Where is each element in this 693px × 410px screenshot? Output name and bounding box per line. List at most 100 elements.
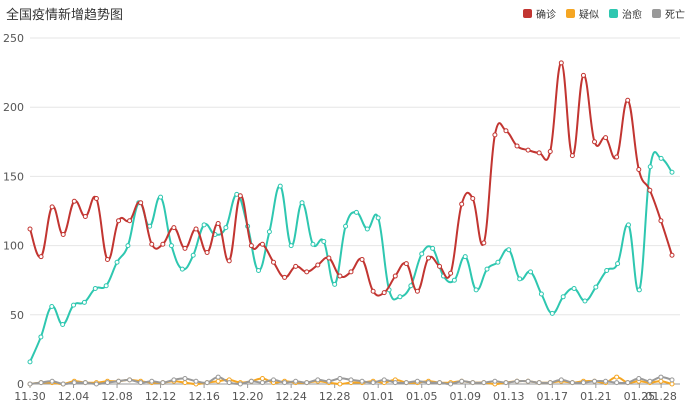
data-point [448, 381, 454, 387]
x-tick-label: 01.17 [537, 390, 569, 403]
data-point [158, 194, 164, 200]
data-point [138, 380, 144, 386]
series-line [29, 61, 673, 297]
legend-item[interactable]: 死亡 [652, 6, 685, 21]
data-point [538, 291, 544, 297]
data-point [669, 169, 675, 175]
chart-title: 全国疫情新增趋势图 [6, 8, 124, 23]
y-tick-label: 100 [3, 240, 24, 253]
data-point [647, 164, 653, 170]
data-point [193, 378, 199, 384]
data-point [304, 380, 310, 386]
data-point [425, 380, 431, 386]
x-tick-label: 01.21 [580, 390, 612, 403]
data-point [437, 263, 443, 269]
data-point [459, 201, 465, 207]
data-point [592, 378, 598, 384]
data-point [256, 268, 262, 274]
legend-item[interactable]: 治愈 [609, 6, 642, 21]
data-point [636, 166, 642, 172]
data-point [580, 72, 586, 78]
data-point [625, 97, 631, 103]
data-point [558, 60, 564, 66]
x-tick-label: 01.05 [406, 390, 438, 403]
data-point [359, 378, 365, 384]
data-point [116, 218, 122, 224]
data-point [658, 218, 664, 224]
data-point [364, 226, 370, 232]
data-point [92, 286, 98, 292]
data-point [81, 299, 87, 305]
legend-label: 死亡 [665, 10, 685, 21]
data-point [636, 287, 642, 293]
legend-label: 疑似 [579, 10, 599, 21]
data-point [271, 377, 277, 383]
data-point [473, 287, 479, 293]
data-point [560, 294, 566, 300]
data-point [448, 270, 454, 276]
data-point [248, 243, 254, 249]
data-point [603, 378, 609, 384]
x-tick-label: 12.16 [188, 390, 220, 403]
data-point [470, 196, 476, 202]
legend-swatch [566, 9, 575, 18]
data-point [60, 381, 66, 387]
data-point [125, 243, 131, 249]
data-point [204, 380, 210, 386]
data-point [27, 359, 33, 365]
legend-item[interactable]: 疑似 [566, 6, 599, 21]
data-point [582, 298, 588, 304]
data-point [547, 380, 553, 386]
data-point [536, 150, 542, 156]
data-point [484, 266, 490, 272]
x-tick-label: 12.08 [101, 390, 133, 403]
data-point [282, 380, 288, 386]
data-point [179, 266, 185, 272]
data-point [315, 377, 321, 383]
data-point [293, 378, 299, 384]
data-point [282, 274, 288, 280]
data-point [127, 377, 133, 383]
data-point [93, 381, 99, 387]
data-point [82, 380, 88, 386]
x-tick-label: 01.09 [450, 390, 482, 403]
data-point [481, 380, 487, 386]
data-point [193, 226, 199, 232]
x-tick-label: 12.20 [232, 390, 264, 403]
data-point [470, 380, 476, 386]
data-point [419, 251, 425, 257]
data-point [182, 245, 188, 251]
data-point [171, 225, 177, 231]
data-point [392, 380, 398, 386]
data-point [201, 222, 207, 228]
data-point [514, 378, 520, 384]
data-point [343, 223, 349, 229]
data-point [514, 143, 520, 149]
x-tick-label: 12.04 [58, 390, 90, 403]
data-point [625, 222, 631, 228]
y-tick-label: 50 [10, 309, 24, 322]
data-point [359, 256, 365, 262]
data-point [593, 284, 599, 290]
data-point [104, 380, 110, 386]
data-point [403, 380, 409, 386]
data-point [149, 241, 155, 247]
data-point [326, 255, 332, 261]
data-point [558, 377, 564, 383]
data-point [414, 378, 420, 384]
data-point [614, 380, 620, 386]
series-0 [27, 60, 675, 297]
data-point [223, 225, 229, 231]
data-point [49, 378, 55, 384]
data-point [215, 378, 221, 384]
data-point [549, 310, 555, 316]
legend-item[interactable]: 确诊 [523, 6, 556, 21]
data-point [614, 154, 620, 160]
y-tick-label: 150 [3, 170, 24, 183]
data-point [669, 377, 675, 383]
data-point [647, 187, 653, 193]
data-point [321, 238, 327, 244]
data-point [215, 220, 221, 226]
data-point [370, 288, 376, 294]
